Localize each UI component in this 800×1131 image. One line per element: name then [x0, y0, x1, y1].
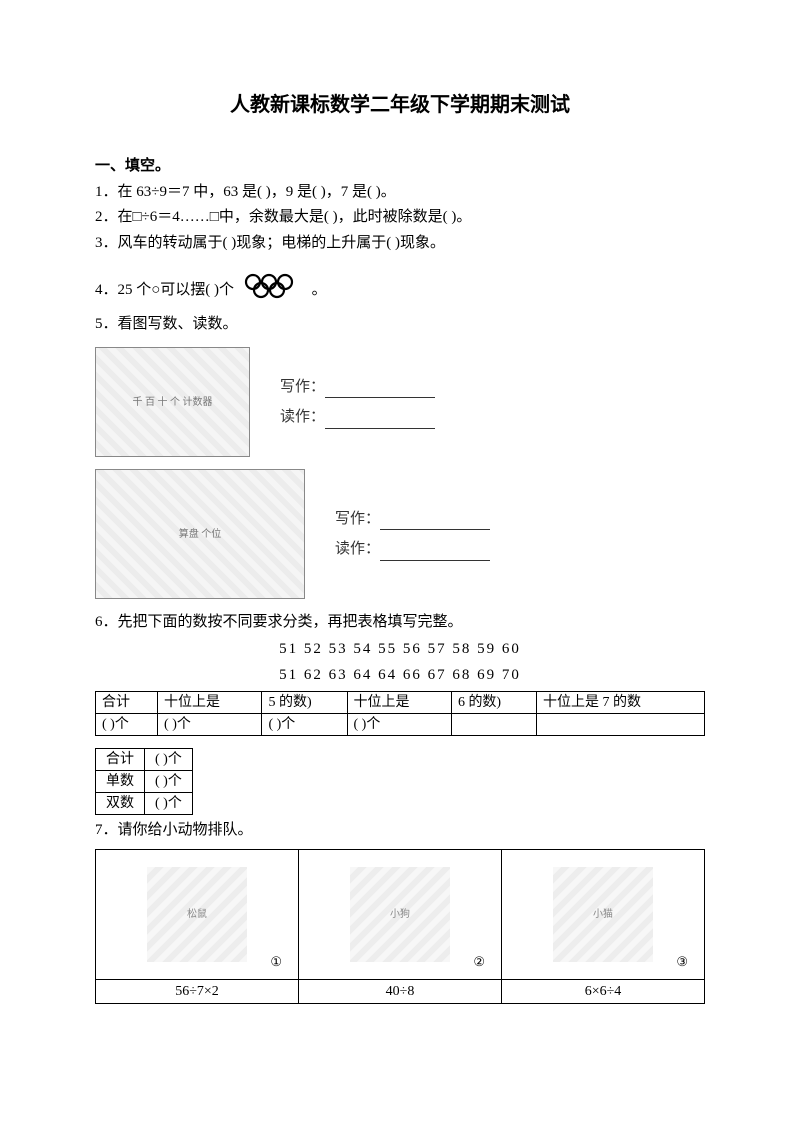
question-3: 3．风车的转动属于( )现象；电梯的上升属于( )现象。 [95, 232, 705, 255]
counter-image-1: 千 百 十 个 计数器 [95, 347, 250, 457]
t2-r3c1: 双数 [96, 792, 145, 814]
number-list-2: 51 62 63 64 64 66 67 68 69 70 [95, 664, 705, 687]
t1-r1c4: 十位上是 [347, 691, 451, 713]
expr-2: 40÷8 [299, 980, 502, 1004]
t2-r1c2[interactable]: ( )个 [145, 748, 193, 770]
counter-row-1: 千 百 十 个 计数器 写作： 读作： [95, 347, 705, 457]
q4-text-b: 。 [312, 282, 327, 298]
t1-r2c2[interactable]: ( )个 [158, 713, 262, 735]
animal-cell-1: 松鼠 ① [96, 850, 299, 980]
question-4: 4．25 个○可以摆( )个 。 [95, 272, 705, 310]
expr-3: 6×6÷4 [502, 980, 705, 1004]
write-label-2: 写作： [335, 511, 380, 527]
olympic-rings-icon [243, 272, 303, 310]
t1-r2c5[interactable] [451, 713, 536, 735]
write-blank-2[interactable] [380, 515, 490, 530]
squirrel-icon: 松鼠 [147, 867, 247, 962]
q4-text-a: 4．25 个○可以摆( )个 [95, 282, 234, 298]
t1-r1c6: 十位上是 7 的数 [536, 691, 704, 713]
t1-r1c5: 6 的数) [451, 691, 536, 713]
page-title: 人教新课标数学二年级下学期期末测试 [95, 90, 705, 120]
t2-r1c1: 合计 [96, 748, 145, 770]
table-row: 56÷7×2 40÷8 6×6÷4 [96, 980, 705, 1004]
read-blank-1[interactable] [325, 414, 435, 429]
write-blank-1[interactable] [325, 383, 435, 398]
question-2: 2．在□÷6＝4……□中，余数最大是( )，此时被除数是( )。 [95, 206, 705, 229]
t2-r2c1: 单数 [96, 770, 145, 792]
read-label-1: 读作： [280, 409, 325, 425]
animal-table: 松鼠 ① 小狗 ② 小猫 ③ 56÷7×2 40÷8 6×6÷4 [95, 849, 705, 1004]
animal-cell-3: 小猫 ③ [502, 850, 705, 980]
t2-r2c2[interactable]: ( )个 [145, 770, 193, 792]
write-read-labels-1: 写作： 读作： [280, 368, 435, 437]
question-7: 7．请你给小动物排队。 [95, 819, 705, 842]
animal-cell-2: 小狗 ② [299, 850, 502, 980]
dog-icon: 小狗 [350, 867, 450, 962]
table-row: 合计 ( )个 [96, 748, 193, 770]
table-row: 双数 ( )个 [96, 792, 193, 814]
t1-r2c3[interactable]: ( )个 [262, 713, 347, 735]
abacus-image-2: 算盘 个位 [95, 469, 305, 599]
animal-num-2: ② [473, 952, 485, 972]
t1-r1c1: 合计 [96, 691, 158, 713]
write-label-1: 写作： [280, 379, 325, 395]
t1-r2c1[interactable]: ( )个 [96, 713, 158, 735]
table-row: ( )个 ( )个 ( )个 ( )个 [96, 713, 705, 735]
question-6: 6．先把下面的数按不同要求分类，再把表格填写完整。 [95, 611, 705, 634]
counter-row-2: 算盘 个位 写作： 读作： [95, 469, 705, 599]
table-row: 合计 十位上是 5 的数) 十位上是 6 的数) 十位上是 7 的数 [96, 691, 705, 713]
read-blank-2[interactable] [380, 546, 490, 561]
cat-icon: 小猫 [553, 867, 653, 962]
t1-r2c6[interactable] [536, 713, 704, 735]
read-label-2: 读作： [335, 541, 380, 557]
classification-table-2: 合计 ( )个 单数 ( )个 双数 ( )个 [95, 748, 193, 815]
section-1-heading: 一、填空。 [95, 155, 705, 178]
question-1: 1．在 63÷9＝7 中，63 是( )，9 是( )，7 是( )。 [95, 181, 705, 204]
write-read-labels-2: 写作： 读作： [335, 500, 490, 569]
t1-r1c3: 5 的数) [262, 691, 347, 713]
animal-num-3: ③ [676, 952, 688, 972]
classification-table-1: 合计 十位上是 5 的数) 十位上是 6 的数) 十位上是 7 的数 ( )个 … [95, 691, 705, 736]
expr-1: 56÷7×2 [96, 980, 299, 1004]
t1-r2c4[interactable]: ( )个 [347, 713, 451, 735]
t1-r1c2: 十位上是 [158, 691, 262, 713]
question-5: 5．看图写数、读数。 [95, 313, 705, 336]
animal-num-1: ① [270, 952, 282, 972]
table-row: 松鼠 ① 小狗 ② 小猫 ③ [96, 850, 705, 980]
t2-r3c2[interactable]: ( )个 [145, 792, 193, 814]
table-row: 单数 ( )个 [96, 770, 193, 792]
number-list-1: 51 52 53 54 55 56 57 58 59 60 [95, 638, 705, 661]
